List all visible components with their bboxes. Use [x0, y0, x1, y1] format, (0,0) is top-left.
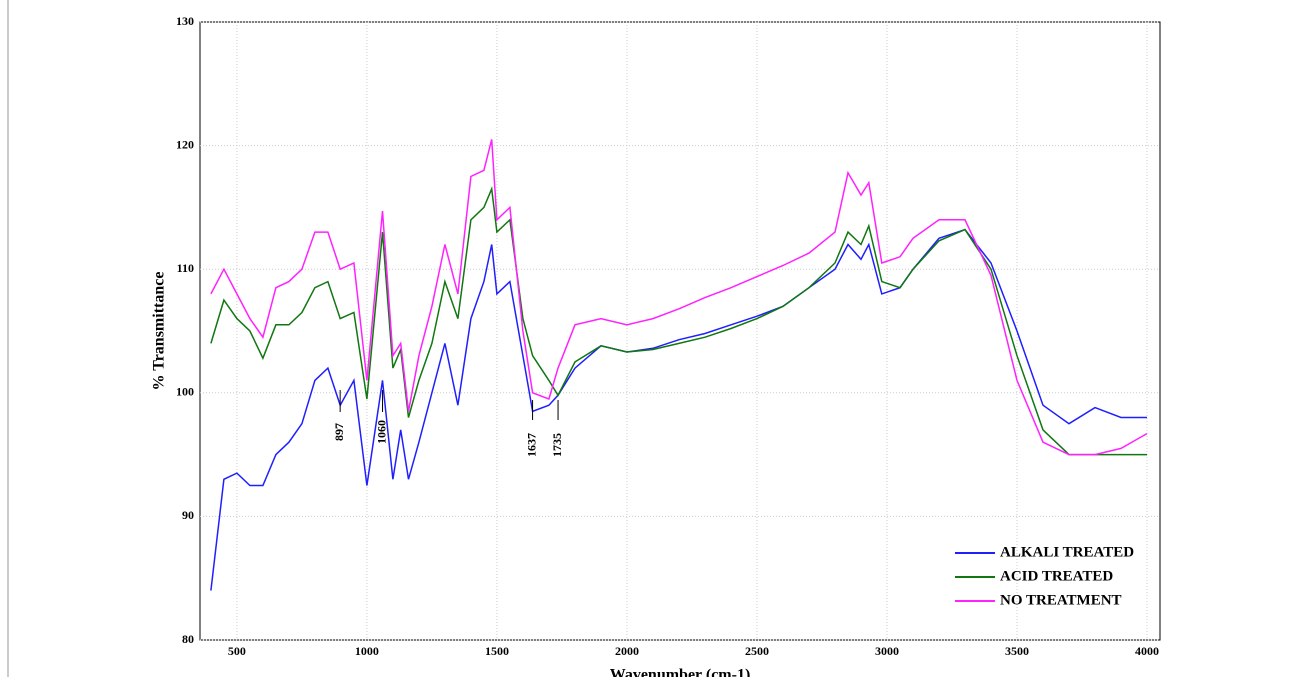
x-tick-label: 1500	[485, 644, 509, 658]
legend-label: ALKALI TREATED	[1000, 544, 1134, 560]
annotation-label: 1735	[550, 433, 564, 457]
x-tick-label: 3000	[875, 644, 899, 658]
legend-label: NO TREATMENT	[1000, 592, 1122, 608]
annotation-label: 1637	[524, 433, 538, 457]
legend-label: ACID TREATED	[1000, 568, 1113, 584]
y-tick-label: 110	[177, 261, 194, 275]
y-tick-label: 80	[182, 632, 194, 646]
y-tick-label: 90	[182, 508, 194, 522]
annotation-label: 1060	[374, 420, 388, 444]
y-tick-label: 120	[176, 137, 194, 151]
y-axis-title: % Transmittance	[151, 272, 168, 391]
x-tick-label: 2500	[745, 644, 769, 658]
x-tick-label: 2000	[615, 644, 639, 658]
series-line	[210, 139, 1148, 456]
x-tick-label: 4000	[1135, 644, 1159, 658]
annotation-label: 897	[332, 423, 346, 441]
series-line	[210, 228, 1147, 591]
series-line	[210, 186, 1147, 456]
y-tick-label: 130	[176, 14, 194, 28]
x-axis-title: Wavenumber (cm-1)	[610, 667, 751, 677]
x-tick-label: 1000	[355, 644, 379, 658]
y-tick-label: 100	[176, 385, 194, 399]
x-tick-label: 500	[228, 644, 246, 658]
x-tick-label: 3500	[1005, 644, 1029, 658]
